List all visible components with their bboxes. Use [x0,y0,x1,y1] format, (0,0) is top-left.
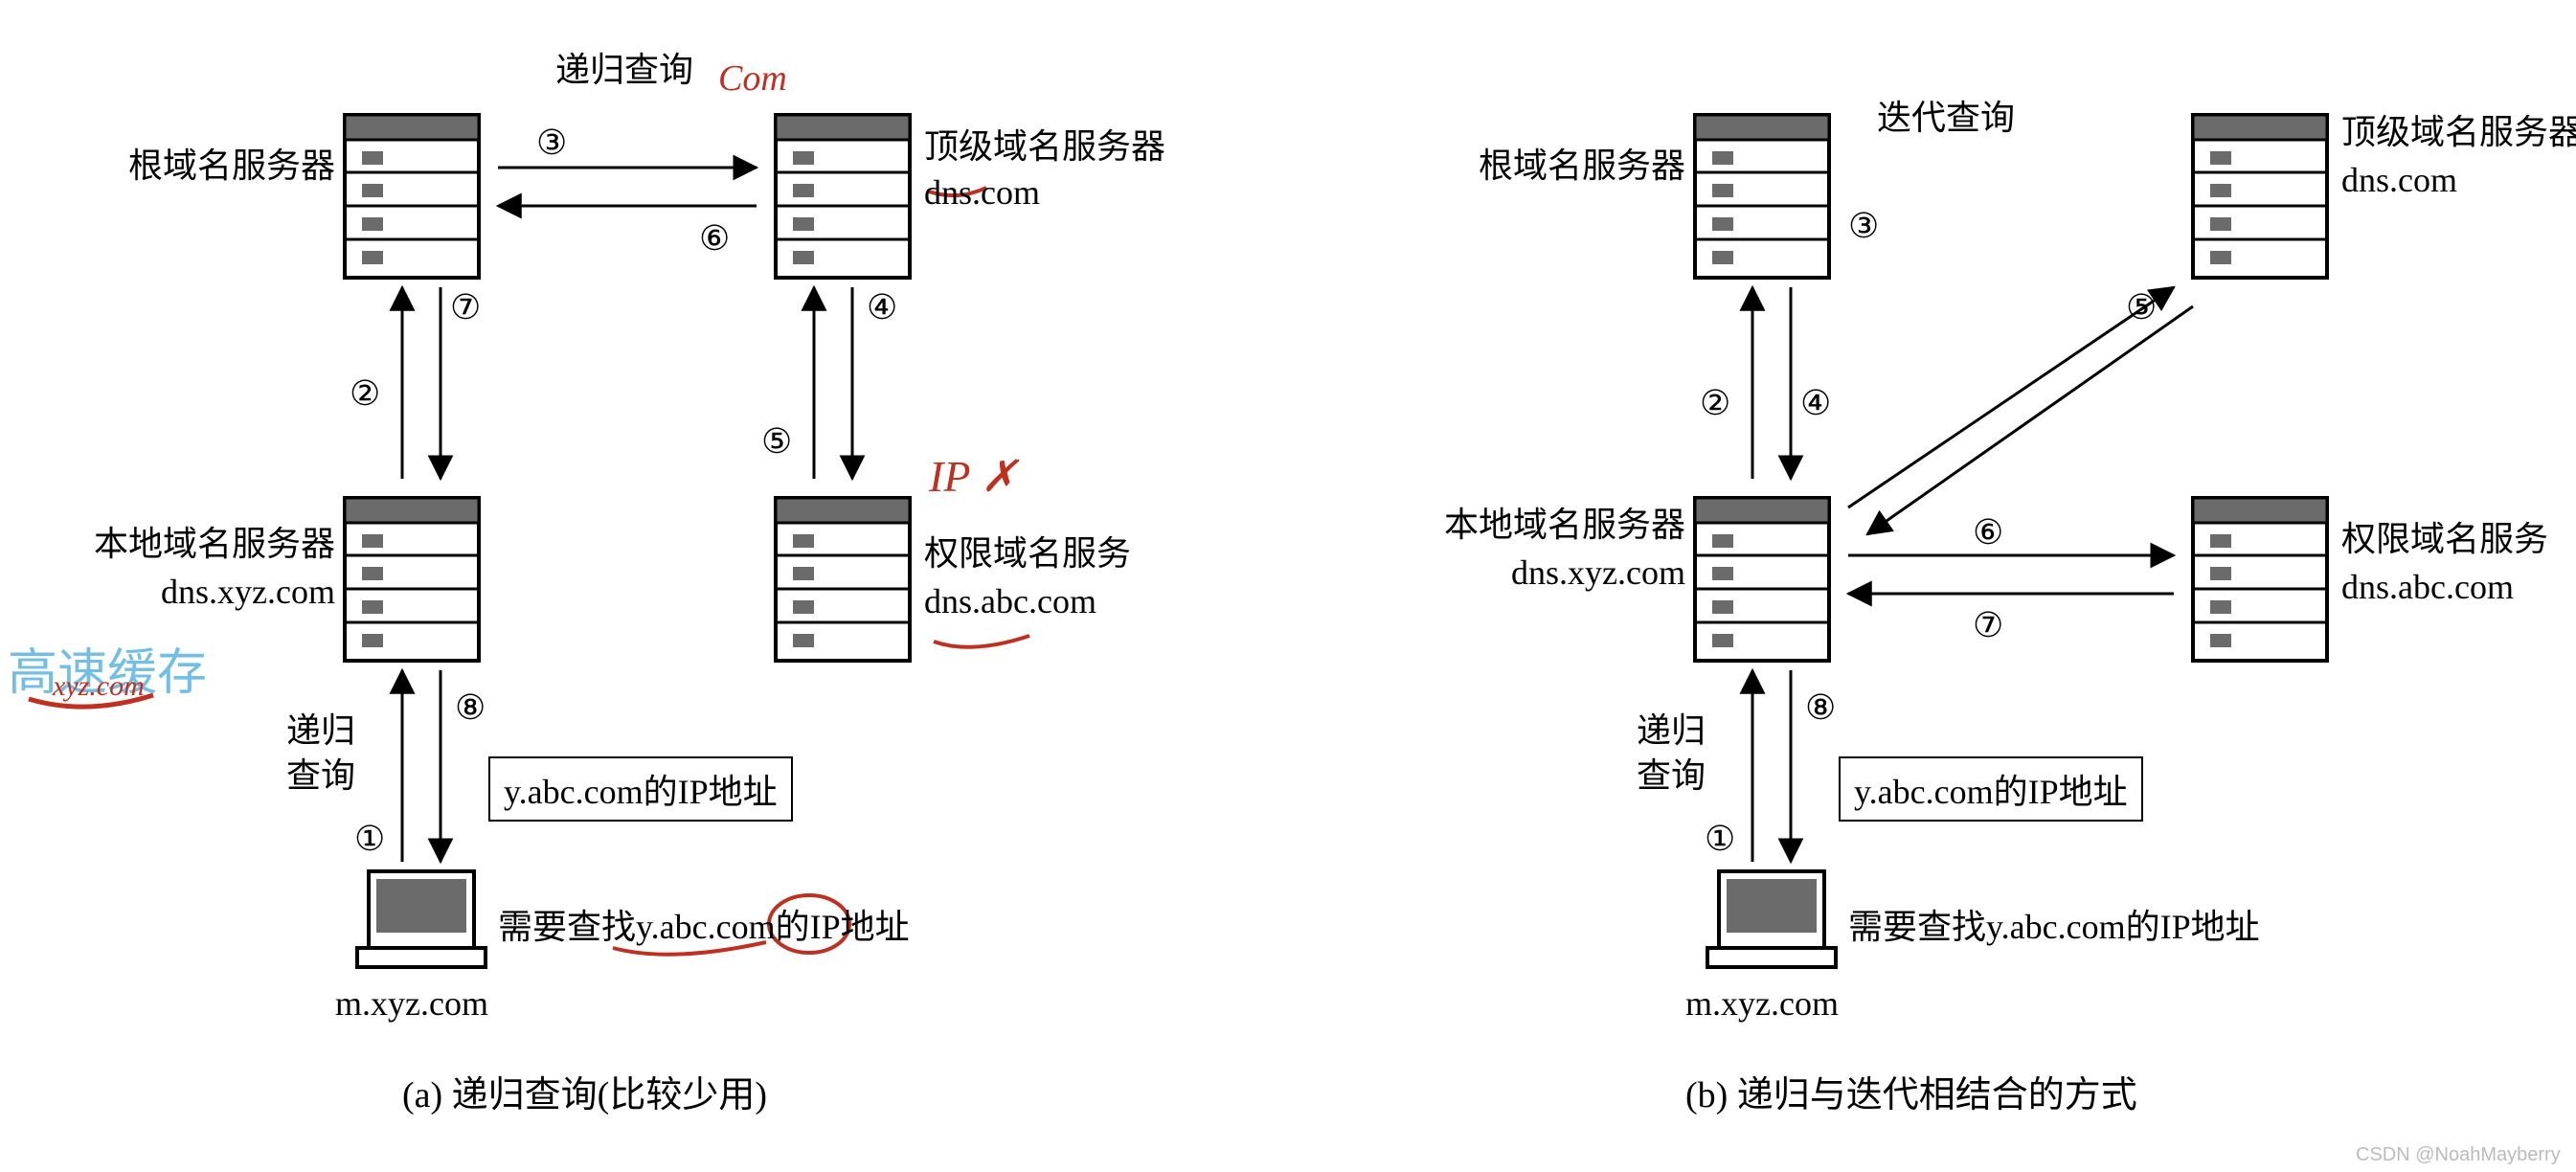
step-a7: ⑦ [450,287,481,327]
title-recursive-a: 递归查询 [555,48,693,93]
step-b1: ① [1705,819,1735,859]
server-root-a [345,115,479,278]
server-local-a [345,498,479,661]
label-auth-a: 权限域名服务 [924,531,1131,576]
label-need-b: 需要查找y.abc.com的IP地址 [1848,905,2260,950]
footer-watermark: CSDN @NoahMayberry [2356,1144,2561,1166]
diagram-canvas: 递归查询 根域名服务器 顶级域名服务器 dns.com 本地域名服务器 dns.… [0,0,2576,1172]
step-b5: ⑤ [2126,287,2157,327]
label-local-sub-a: dns.xyz.com [38,570,335,615]
label-client-b: m.xyz.com [1685,981,1839,1026]
label-local-a: 本地域名服务器 [38,522,335,567]
label-tld-sub-b: dns.com [2341,158,2457,203]
label-auth-sub-a: dns.abc.com [924,579,1096,624]
arrow-b5 [1867,306,2193,534]
step-b8: ⑧ [1805,687,1836,728]
caption-b: (b) 递归与迭代相结合的方式 [1685,1072,2137,1119]
ipbox-b: y.abc.com的IP地址 [1839,756,2143,822]
step-b4: ④ [1800,383,1831,423]
label-client-a: m.xyz.com [335,981,488,1026]
ipbox-a: y.abc.com的IP地址 [488,756,793,822]
red-com: Com [718,57,787,100]
step-b7: ⑦ [1973,605,2003,645]
server-root-b [1695,115,1829,278]
server-tld-b [2193,115,2327,278]
server-tld-a [776,115,910,278]
red-underline-abc [934,636,1029,647]
label-root-a: 根域名服务器 [67,144,335,189]
step-a6: ⑥ [699,218,730,259]
label-auth-b: 权限域名服务 [2341,517,2548,562]
client-pc-a [357,871,486,967]
step-b6: ⑥ [1973,512,2003,552]
step-a8: ⑧ [455,687,486,728]
step-a3: ③ [536,123,567,163]
label-local-b: 本地域名服务器 [1389,503,1685,548]
title-iterative-b: 迭代查询 [1877,96,2015,141]
step-a4: ④ [867,287,897,327]
label-tld-b: 顶级域名服务器 [2341,110,2576,155]
step-a1: ① [354,819,385,859]
server-auth-b [2193,498,2327,661]
label-auth-sub-b: dns.abc.com [2341,565,2514,610]
label-tld-sub-a: dns.com [924,170,1040,215]
red-xyz-scribble: xyz.com [53,670,145,703]
arrow-b4 [1848,287,2174,507]
red-ip-x: IP ✗ [929,450,1018,502]
step-a5: ⑤ [761,421,792,462]
step-b2: ② [1700,383,1730,423]
label-tld-a: 顶级域名服务器 [924,124,1165,169]
label-recursive-query-a: 递归 查询 [278,709,364,799]
server-local-b [1695,498,1829,661]
step-b3: ③ [1848,206,1879,246]
label-root-b: 根域名服务器 [1417,144,1685,189]
server-auth-a [776,498,910,661]
caption-a: (a) 递归查询(比较少用) [402,1072,767,1119]
label-local-sub-b: dns.xyz.com [1389,551,1685,596]
label-recursive-query-b: 递归 查询 [1628,709,1714,799]
client-pc-b [1707,871,1836,967]
label-need-a: 需要查找y.abc.com的IP地址 [498,905,910,950]
step-a2: ② [350,373,380,414]
